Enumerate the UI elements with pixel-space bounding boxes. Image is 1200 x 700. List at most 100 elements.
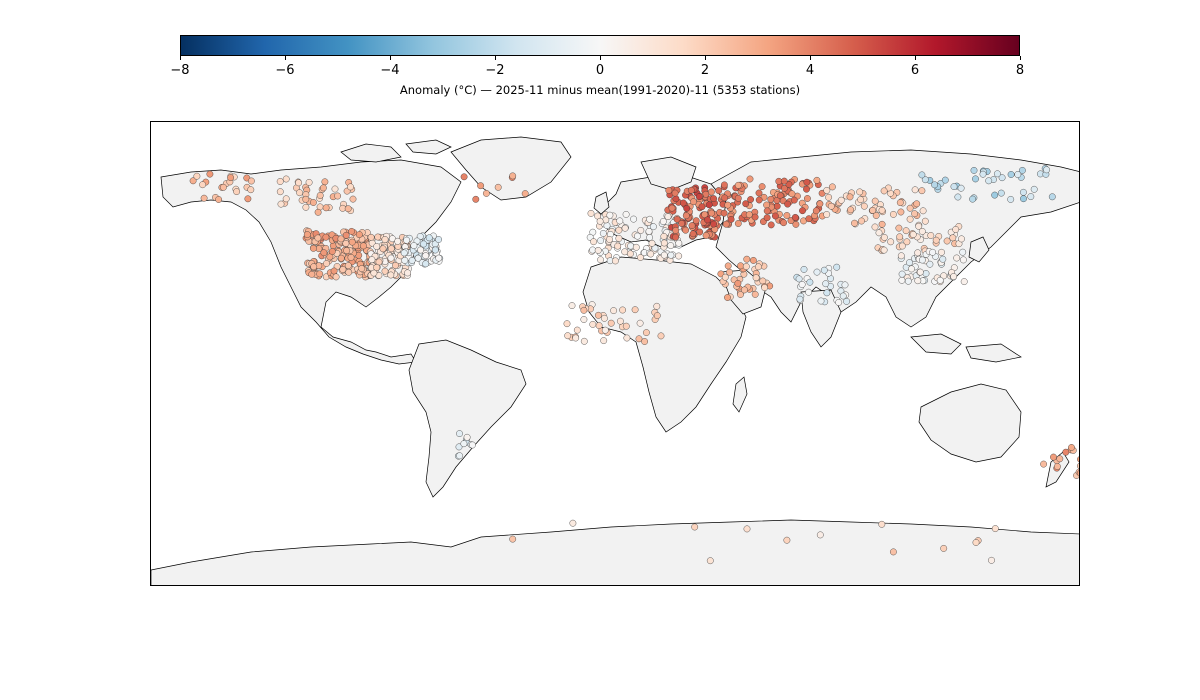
station-marker <box>783 536 791 544</box>
scandinavia <box>640 156 697 191</box>
station-marker <box>660 233 668 240</box>
station-marker <box>914 249 922 257</box>
station-marker <box>653 312 661 320</box>
station-marker <box>869 207 877 214</box>
station-marker <box>932 236 940 244</box>
station-marker <box>721 273 729 281</box>
station-marker <box>943 237 951 245</box>
station-marker <box>919 256 926 264</box>
station-marker <box>734 279 742 287</box>
station-marker <box>309 199 317 206</box>
station-marker <box>595 322 603 330</box>
station-marker <box>798 281 806 288</box>
station-marker <box>683 205 691 212</box>
station-marker <box>373 264 381 271</box>
station-marker <box>573 326 581 334</box>
colorbar-caption: Anomaly (°C) — 2025-11 minus mean(1991-2… <box>399 83 801 97</box>
station-marker <box>837 196 845 204</box>
station-marker <box>698 203 706 211</box>
station-marker <box>702 232 710 239</box>
station-marker <box>1068 444 1075 451</box>
station-marker <box>954 193 962 201</box>
station-marker <box>521 190 529 198</box>
station-marker <box>743 255 751 263</box>
station-marker <box>911 210 918 218</box>
station-marker <box>564 332 572 340</box>
station-marker <box>918 228 926 235</box>
station-marker <box>875 229 883 237</box>
station-marker <box>878 520 886 528</box>
station-marker <box>387 254 395 262</box>
station-marker <box>1077 462 1079 470</box>
station-marker <box>600 337 608 345</box>
station-marker <box>343 247 351 255</box>
station-marker <box>704 216 711 224</box>
station-marker <box>347 183 354 191</box>
colorbar-tick-label: 0 <box>595 63 605 78</box>
station-marker <box>302 195 310 203</box>
station-marker <box>200 194 208 202</box>
station-marker <box>648 239 656 247</box>
japan <box>968 236 990 263</box>
station-marker <box>675 239 683 247</box>
station-marker <box>665 187 673 194</box>
station-marker <box>606 211 614 219</box>
station-marker <box>847 206 854 214</box>
station-marker <box>276 178 284 185</box>
station-marker <box>805 288 812 296</box>
arctic-islands <box>340 139 452 163</box>
station-marker <box>773 202 781 210</box>
station-marker <box>626 250 634 258</box>
station-marker <box>890 548 897 556</box>
station-marker <box>641 338 648 345</box>
station-marker <box>994 170 1001 178</box>
station-marker <box>602 216 610 224</box>
station-marker <box>913 200 921 208</box>
station-marker <box>668 204 676 212</box>
station-marker <box>247 186 255 194</box>
station-marker <box>615 226 623 234</box>
station-marker <box>710 220 717 228</box>
station-marker <box>349 195 357 203</box>
station-marker <box>472 195 480 203</box>
station-marker <box>800 265 808 273</box>
colorbar-tick-label: −4 <box>380 63 400 78</box>
station-marker <box>737 291 744 298</box>
station-marker <box>463 433 471 441</box>
station-marker <box>460 440 468 448</box>
station-marker <box>431 246 439 254</box>
station-marker <box>734 220 742 227</box>
station-marker <box>1076 470 1079 477</box>
station-marker <box>630 215 637 223</box>
station-marker <box>750 256 757 264</box>
station-marker <box>580 316 588 323</box>
station-marker <box>921 176 929 184</box>
station-marker <box>880 246 888 254</box>
station-marker <box>953 254 961 262</box>
station-marker <box>998 174 1006 182</box>
station-marker <box>721 194 729 202</box>
station-marker <box>772 212 779 220</box>
station-marker <box>755 196 763 204</box>
station-marker <box>305 179 313 186</box>
station-marker <box>1007 196 1015 203</box>
station-marker <box>342 240 350 247</box>
station-marker <box>435 236 442 243</box>
station-marker <box>673 215 681 223</box>
station-marker <box>767 221 775 229</box>
station-marker <box>827 202 835 210</box>
station-marker <box>898 270 906 278</box>
station-marker <box>635 335 643 343</box>
station-marker <box>425 234 433 242</box>
station-marker <box>672 227 680 234</box>
station-marker <box>417 246 424 254</box>
colorbar-tick-label: 8 <box>1015 63 1025 78</box>
station-marker <box>678 220 685 227</box>
station-marker <box>799 207 806 215</box>
station-marker <box>958 235 965 243</box>
station-marker <box>667 242 675 250</box>
station-marker <box>316 192 324 199</box>
station-marker <box>734 194 742 202</box>
station-marker <box>761 284 768 292</box>
station-marker <box>589 320 597 328</box>
